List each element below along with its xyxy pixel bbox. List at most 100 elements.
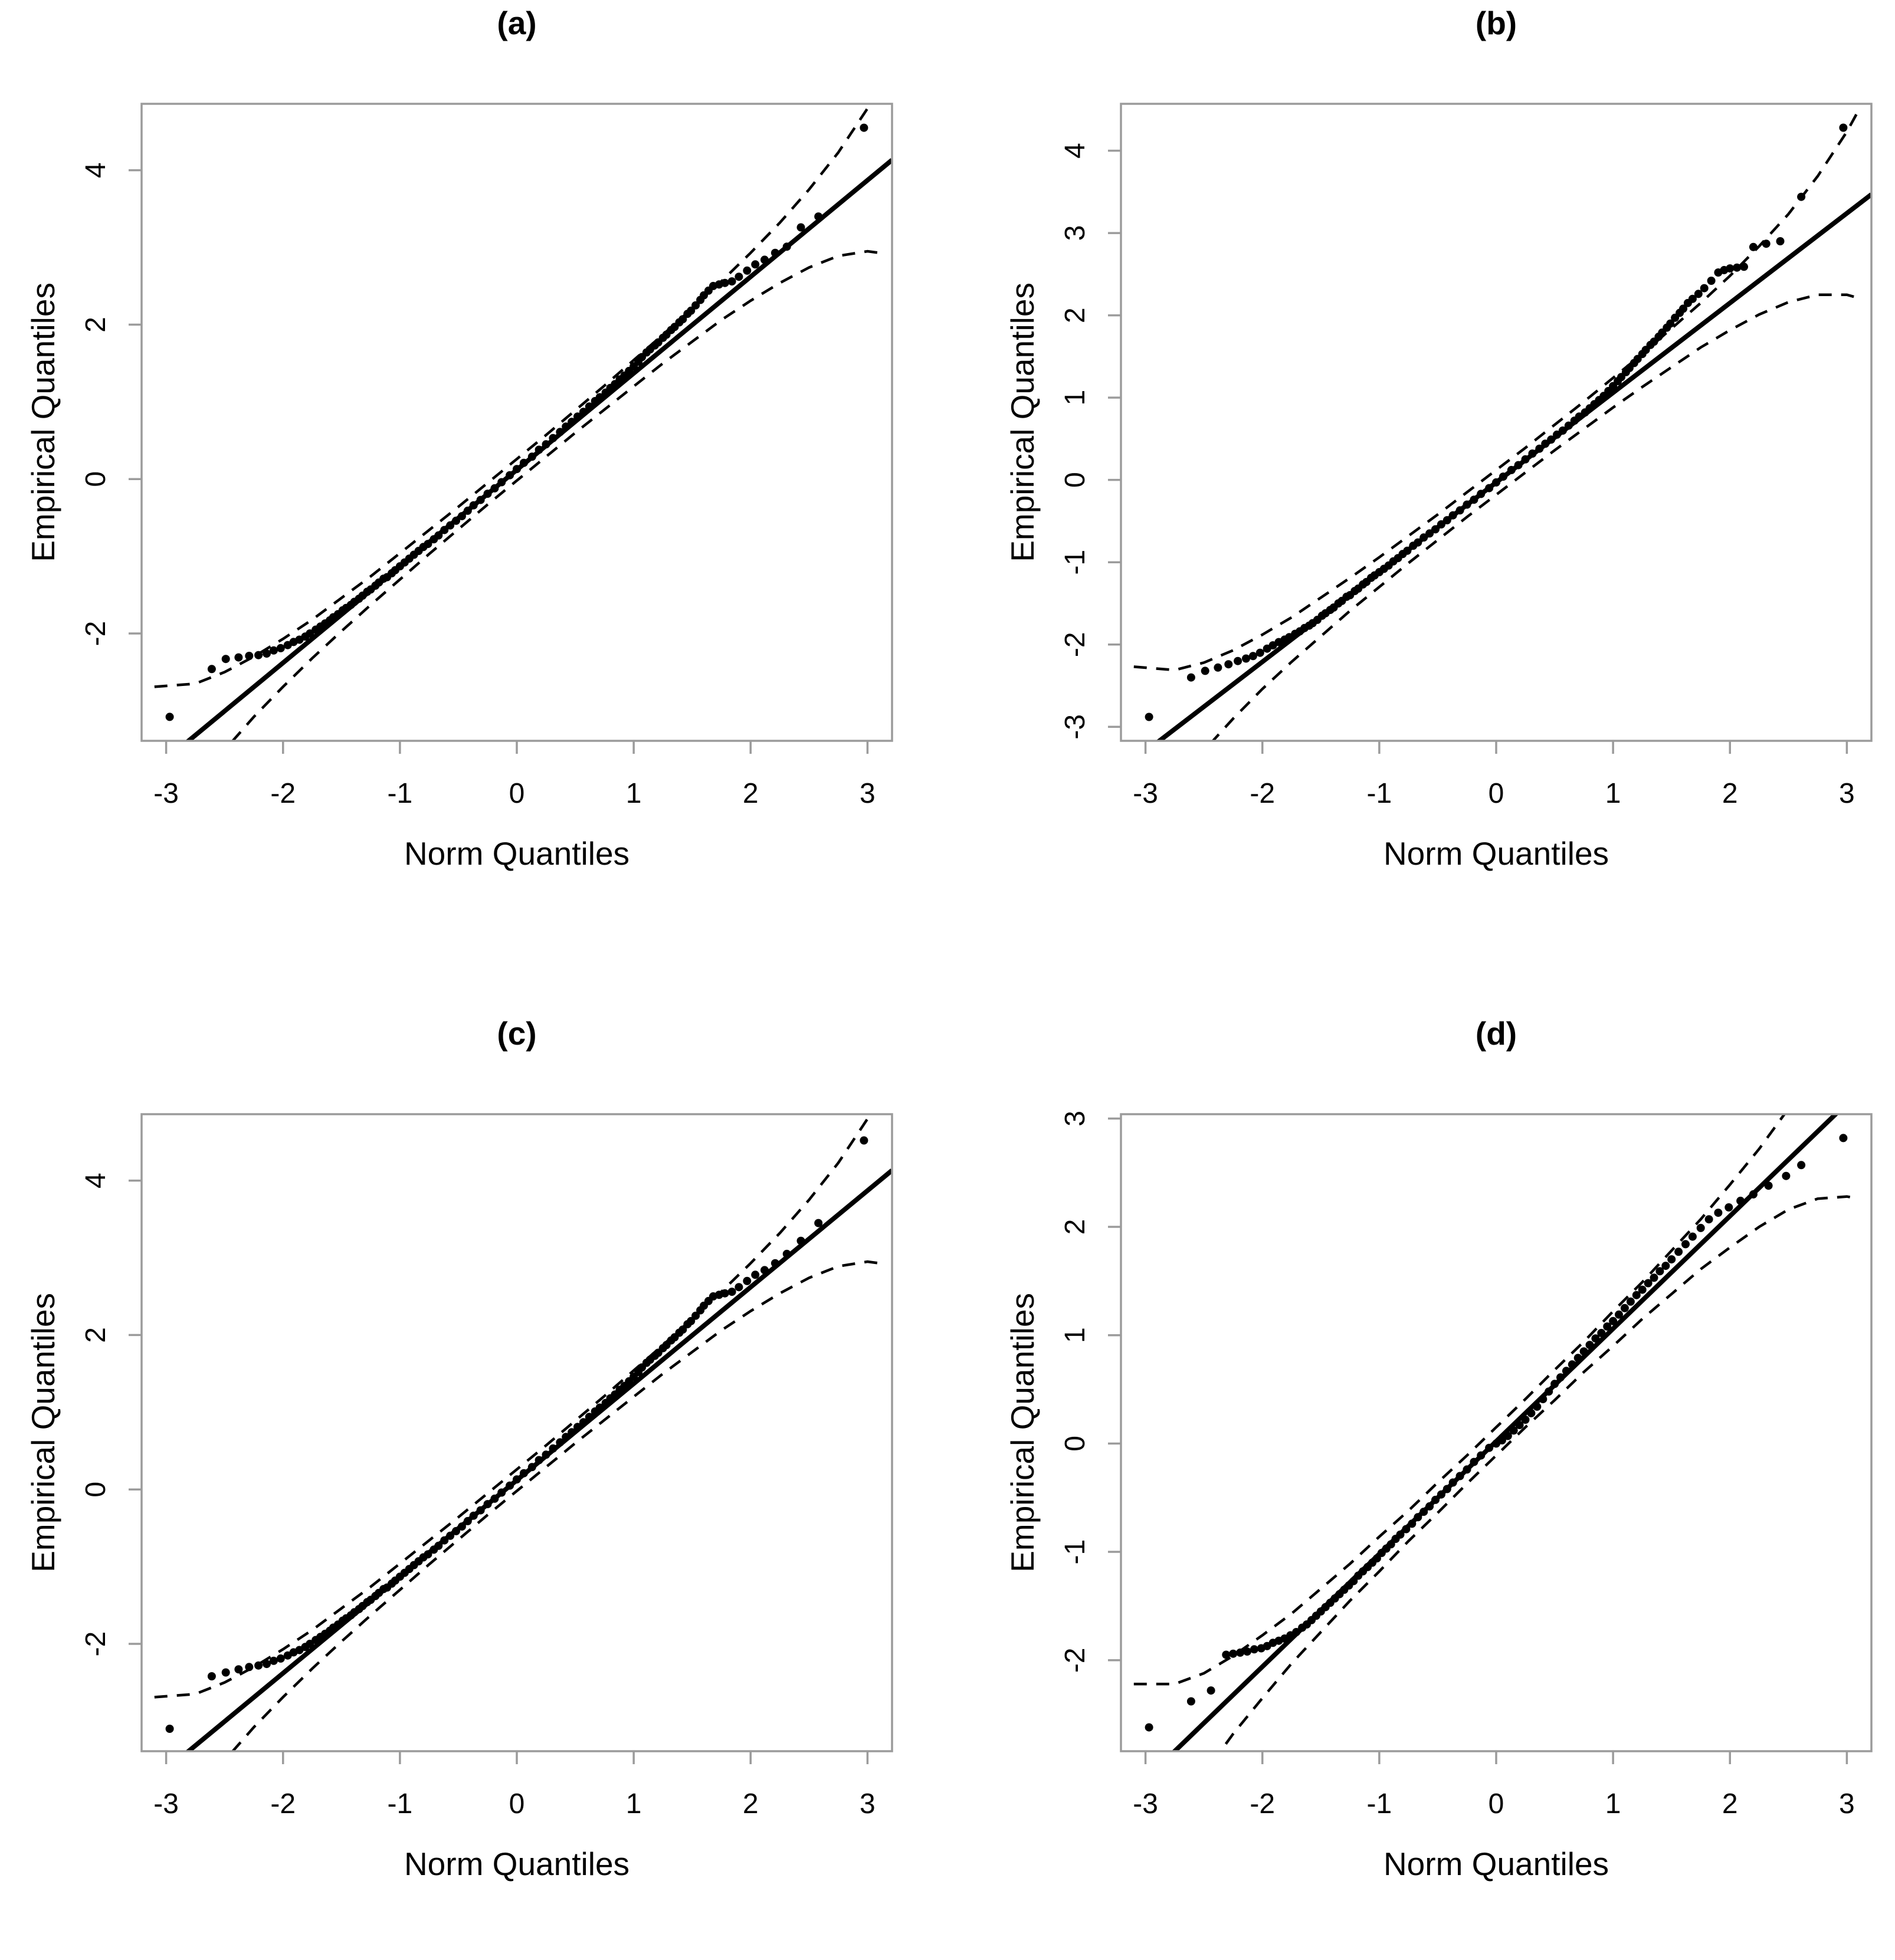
data-point xyxy=(276,1654,285,1663)
data-point xyxy=(760,255,769,264)
y-tick-label: 3 xyxy=(1060,225,1091,241)
x-tick-label: -2 xyxy=(1250,778,1275,809)
qq-panel-d: (d) Empirical Quantiles -3 -2 -1 0 1 2 3 -2 -1 0 1… xyxy=(979,1010,1895,1960)
data-point xyxy=(440,1536,449,1545)
x-tick-label: 0 xyxy=(509,778,525,809)
data-point xyxy=(579,408,588,416)
data-point xyxy=(165,1725,174,1733)
data-point xyxy=(751,260,760,269)
data-point xyxy=(1620,1304,1629,1312)
data-point xyxy=(1644,1279,1653,1288)
data-point xyxy=(1562,1367,1571,1375)
data-point xyxy=(796,223,805,232)
data-point xyxy=(1372,1554,1381,1563)
data-point xyxy=(1564,421,1573,430)
data-point xyxy=(519,1469,528,1478)
data-point xyxy=(1797,192,1806,201)
data-point xyxy=(1463,500,1471,509)
data-point xyxy=(254,651,263,659)
data-point xyxy=(490,1494,499,1503)
data-point xyxy=(497,1488,506,1497)
data-point xyxy=(1186,673,1195,682)
data-point xyxy=(1762,239,1771,248)
panel-title: (a) xyxy=(497,5,537,41)
data-point xyxy=(1603,1322,1612,1331)
data-point xyxy=(1666,319,1675,328)
x-axis-label: Norm Quantiles xyxy=(1383,835,1609,872)
data-point xyxy=(483,490,492,498)
y-tick-label: 1 xyxy=(1060,390,1091,406)
x-tick-label: 0 xyxy=(1489,1788,1504,1820)
y-axis-ticks: -3 -2 -1 0 1 2 3 4 xyxy=(1060,143,1121,740)
data-point xyxy=(424,540,432,549)
data-point xyxy=(542,440,550,449)
data-point xyxy=(782,1249,791,1258)
y-tick-label: 0 xyxy=(80,1482,112,1498)
data-point xyxy=(1547,435,1556,444)
data-point xyxy=(743,1276,752,1285)
data-point xyxy=(1349,1577,1358,1585)
qq-plot-svg-a: -3 -2 -1 0 1 2 3 -2 0 2 4 xyxy=(80,103,893,809)
y-tick-label: -1 xyxy=(1060,550,1091,575)
data-point xyxy=(568,1428,576,1437)
data-point xyxy=(1533,1402,1542,1411)
data-point xyxy=(506,1481,514,1490)
data-point xyxy=(1667,1255,1676,1264)
data-point xyxy=(457,1522,466,1531)
data-point xyxy=(1455,506,1464,515)
data-point xyxy=(306,1640,314,1648)
data-point xyxy=(678,315,687,324)
y-axis-ticks: -2 -1 0 1 2 3 xyxy=(1060,1111,1121,1673)
data-point xyxy=(1591,1334,1600,1343)
data-point xyxy=(1145,1723,1153,1732)
data-point xyxy=(1700,284,1709,293)
envelope-upper-dashed-line xyxy=(1133,110,1860,672)
y-tick-label: 0 xyxy=(1060,472,1091,488)
data-point xyxy=(245,1663,254,1672)
data-point xyxy=(1425,1502,1434,1511)
data-point xyxy=(506,471,514,480)
x-axis-ticks: -3 -2 -1 0 1 2 3 xyxy=(153,741,876,809)
qq-panel-b: (b) Empirical Quantiles -3 -2 -1 0 1 2 3 -3 -2 -1… xyxy=(979,0,1895,950)
data-point xyxy=(556,428,565,436)
data-point xyxy=(691,1311,700,1320)
data-point xyxy=(1419,533,1428,542)
data-point xyxy=(1579,1347,1588,1356)
data-point xyxy=(1740,262,1748,271)
x-tick-label: -2 xyxy=(270,1788,296,1820)
data-point xyxy=(424,1550,432,1559)
data-point xyxy=(1442,516,1451,524)
data-point xyxy=(1222,1650,1231,1659)
data-point xyxy=(207,665,216,674)
data-point xyxy=(1425,529,1434,538)
data-point xyxy=(1514,461,1523,470)
data-point xyxy=(556,1438,565,1447)
data-point xyxy=(860,1136,868,1145)
plot-box-frame xyxy=(1120,103,1873,742)
data-point xyxy=(1615,1310,1623,1319)
plot-box-frame xyxy=(140,1113,893,1752)
qq-plot-svg-d: -3 -2 -1 0 1 2 3 -2 -1 0 1 2 3 xyxy=(1060,1111,1873,1820)
data-point xyxy=(814,1219,823,1227)
data-point xyxy=(549,1444,558,1453)
data-point xyxy=(1229,1649,1238,1658)
data-point xyxy=(1515,1421,1524,1430)
data-point xyxy=(542,1450,550,1459)
data-point xyxy=(1597,1329,1606,1337)
data-point xyxy=(1186,1697,1195,1706)
data-point xyxy=(549,434,558,442)
y-tick-label: -2 xyxy=(80,1631,112,1657)
data-point xyxy=(1242,654,1250,663)
data-point xyxy=(1839,123,1848,132)
y-tick-label: 4 xyxy=(1060,143,1091,159)
data-point xyxy=(687,1316,696,1325)
data-point xyxy=(269,646,278,655)
data-point xyxy=(1558,426,1567,435)
data-point xyxy=(1585,1341,1594,1350)
x-tick-label: -3 xyxy=(1133,778,1158,809)
data-point xyxy=(1234,656,1242,665)
data-point xyxy=(760,1266,769,1275)
x-tick-label: -1 xyxy=(1367,778,1392,809)
data-point xyxy=(727,1288,736,1296)
data-point xyxy=(573,412,582,421)
